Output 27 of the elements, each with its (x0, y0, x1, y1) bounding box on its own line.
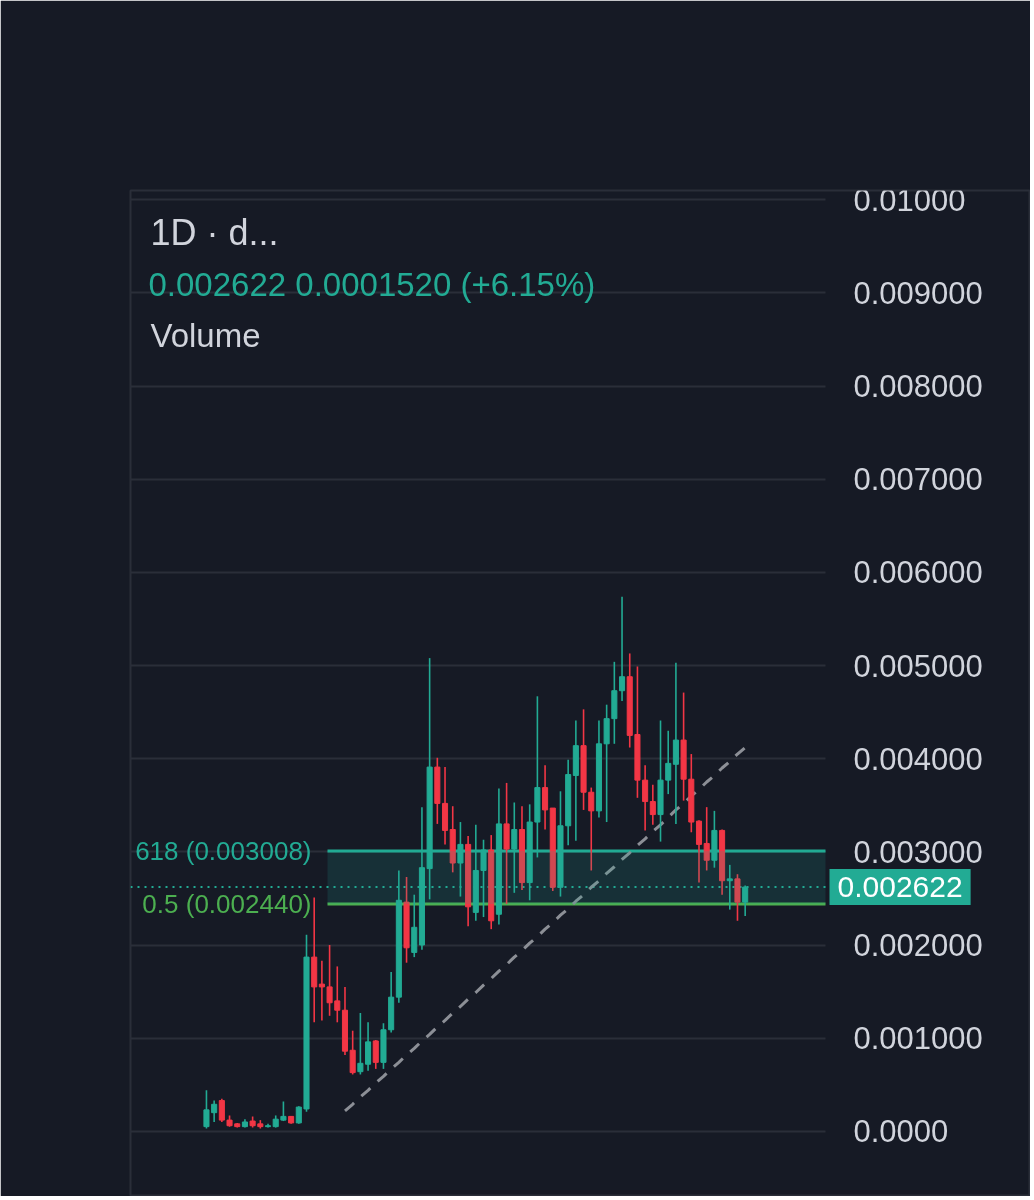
candlestick (642, 764, 649, 832)
y-tick-label: 0.009000 (853, 275, 983, 311)
y-tick-label: 0.005000 (853, 648, 983, 684)
ref-line-label: 618 (0.003008) (135, 836, 312, 867)
candlestick (734, 873, 741, 922)
y-tick-label: 0.007000 (853, 462, 983, 498)
line-series (343, 746, 747, 1113)
text: 1D · d... (150, 212, 279, 253)
y-tick-label: 0.001000 (853, 1021, 983, 1057)
candlestick (649, 783, 656, 826)
y-tick-label: 0.008000 (853, 369, 983, 405)
candlestick (588, 786, 595, 872)
text: 0.002622 0.0001520 (+6.15%) (148, 266, 596, 303)
candlestick (542, 764, 549, 831)
candlestick (703, 806, 710, 872)
annotation: Volume (150, 317, 261, 354)
candlestick (619, 595, 626, 702)
y-tick-label: 0.002000 (853, 928, 983, 963)
y-tick-label: 0.003000 (853, 834, 983, 870)
y-tick-label: 0.0000 (853, 1114, 949, 1150)
y-tick-label: 0.006000 (853, 555, 983, 591)
y-tick-label: 0.004000 (853, 741, 983, 777)
candlestick (372, 1039, 379, 1070)
ref-line-label: 0.5 (0.002440) (142, 889, 312, 920)
candlestick (318, 960, 325, 1022)
candlestick (695, 819, 703, 884)
ref-line-label: 0.002622 (837, 870, 963, 904)
